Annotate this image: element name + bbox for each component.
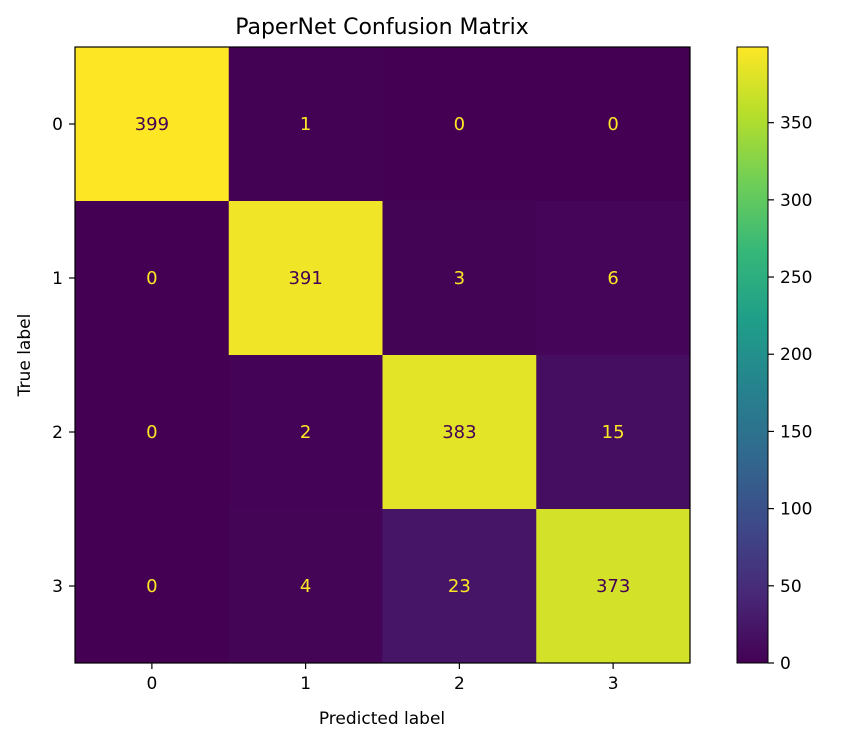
cell-0-1 <box>228 47 383 202</box>
cell-value-0-0: 399 <box>135 114 169 135</box>
colorbar <box>736 46 769 664</box>
y-tick-label: 3 <box>52 577 63 597</box>
colorbar-tick-label: 250 <box>780 268 812 288</box>
colorbar-tick-label: 150 <box>780 422 812 442</box>
cell-value-2-0: 0 <box>146 422 157 443</box>
cell-value-0-2: 0 <box>454 114 465 135</box>
cell-3-2 <box>382 509 537 664</box>
cell-value-1-1: 391 <box>288 268 322 289</box>
cell-3-3 <box>536 509 691 664</box>
cell-value-1-2: 3 <box>454 268 465 289</box>
cell-2-3 <box>536 355 691 510</box>
cell-value-1-0: 0 <box>146 268 157 289</box>
cell-value-3-1: 4 <box>300 576 311 597</box>
colorbar-tick-label: 300 <box>780 191 812 211</box>
cell-1-0 <box>75 201 230 356</box>
x-tick-label: 3 <box>608 674 619 694</box>
colorbar-tick-label: 0 <box>780 654 791 674</box>
cell-value-1-3: 6 <box>607 268 618 289</box>
x-tick-label: 0 <box>146 674 157 694</box>
colorbar-tick-label: 200 <box>780 345 812 365</box>
x-tick-label: 2 <box>454 674 465 694</box>
cell-1-3 <box>536 201 691 356</box>
cell-2-0 <box>75 355 230 510</box>
chart-title: PaperNet Confusion Matrix <box>235 15 529 40</box>
cell-value-0-3: 0 <box>607 114 618 135</box>
cell-0-0 <box>75 47 230 202</box>
y-tick-label: 1 <box>52 269 63 289</box>
y-tick-label: 0 <box>52 115 63 135</box>
cell-value-2-3: 15 <box>602 422 625 443</box>
colorbar-ticks: 0 50 100 150 200 250 300 350 <box>768 114 812 674</box>
plot-frame <box>74 46 691 664</box>
colorbar-tick-label: 100 <box>780 500 812 520</box>
x-axis-ticks: 0 1 2 3 <box>146 663 619 694</box>
cell-3-0 <box>75 509 230 664</box>
cell-value-2-2: 383 <box>442 422 476 443</box>
y-axis-label: True label <box>15 314 35 398</box>
cell-value-3-2: 23 <box>448 576 471 597</box>
y-axis-ticks: 0 1 2 3 <box>52 115 75 597</box>
cell-value-3-0: 0 <box>146 576 157 597</box>
x-axis-label: Predicted label <box>319 709 445 729</box>
cell-value-3-3: 373 <box>596 576 630 597</box>
matrix-cell-labels: 399 1 0 0 0 391 3 6 0 2 383 15 0 4 23 373 <box>135 114 631 597</box>
cell-0-3 <box>536 47 691 202</box>
cell-3-1 <box>228 509 383 664</box>
cell-2-2 <box>382 355 537 510</box>
cell-value-2-1: 2 <box>300 422 311 443</box>
colorbar-tick-label: 50 <box>780 577 802 597</box>
y-tick-label: 2 <box>52 423 63 443</box>
cell-value-0-1: 1 <box>300 114 311 135</box>
matrix-cells <box>75 47 691 664</box>
colorbar-tick-label: 350 <box>780 114 812 134</box>
cell-1-1 <box>228 201 383 356</box>
cell-2-1 <box>228 355 383 510</box>
cell-0-2 <box>382 47 537 202</box>
cell-1-2 <box>382 201 537 356</box>
x-tick-label: 1 <box>300 674 311 694</box>
